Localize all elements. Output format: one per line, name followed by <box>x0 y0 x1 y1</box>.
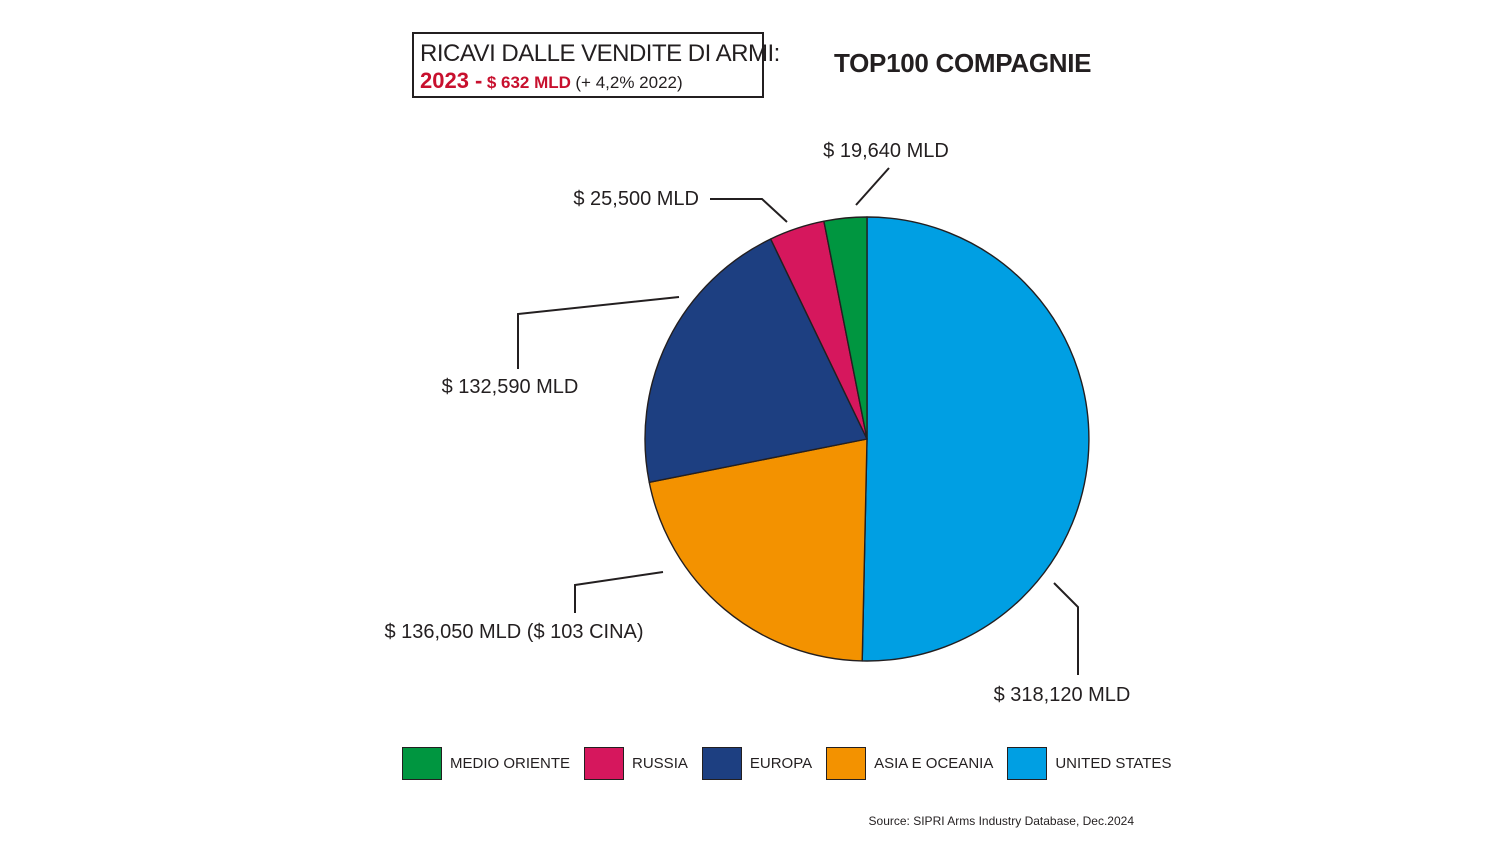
legend-item-asia-e-oceania: ASIA E OCEANIA <box>826 746 994 780</box>
legend-label: EUROPA <box>749 754 813 772</box>
summary-heading: RICAVI DALLE VENDITE DI ARMI: <box>420 40 780 67</box>
legend-swatch <box>826 746 867 780</box>
legend: MEDIO ORIENTE RUSSIA EUROPA ASIA E OCEANIA U… <box>402 745 1185 781</box>
legend-swatch <box>1007 746 1048 780</box>
summary-year: 2023 - <box>420 68 483 93</box>
source-note: Source: SIPRI Arms Industry Database, De… <box>868 814 1134 828</box>
data-label-asia-e-oceania: $ 136,050 MLD ($ 103 CINA) <box>384 621 643 643</box>
legend-swatch <box>402 746 442 780</box>
summary-box: RICAVI DALLE VENDITE DI ARMI: 2023 - $ 6… <box>412 32 780 98</box>
legend-item-medio-oriente: MEDIO ORIENTE <box>402 746 571 780</box>
legend-swatch <box>584 746 625 780</box>
pie-slice-asia-e-oceania <box>648 438 868 662</box>
legend-item-russia: RUSSIA <box>584 746 688 780</box>
summary-amount: $ 632 MLD <box>486 73 571 92</box>
legend-label: RUSSIA <box>632 754 688 772</box>
leader-line-medio-oriente <box>855 167 890 206</box>
legend-label: ASIA E OCEANIA <box>874 754 994 772</box>
data-label-russia: $ 25,500 MLD <box>573 188 699 210</box>
pie-slice-medio-oriente <box>823 216 868 440</box>
summary-change: (+ 4,2% 2022) <box>575 73 683 92</box>
legend-item-europa: EUROPA <box>701 746 813 780</box>
legend-label: UNITED STATES <box>1055 754 1172 772</box>
pie-slice-europa <box>644 238 868 484</box>
legend-item-united-states: UNITED STATES <box>1007 746 1172 780</box>
data-label-united-states: $ 318,120 MLD <box>994 684 1131 706</box>
legend-swatch <box>701 746 742 780</box>
data-label-medio-oriente: $ 19,640 MLD <box>823 140 949 162</box>
leader-line-asia-e-oceania <box>574 571 664 613</box>
legend-label: MEDIO ORIENTE <box>450 754 571 772</box>
pie-slice-united-states <box>861 216 1090 662</box>
data-label-europa: $ 132,590 MLD <box>442 376 579 398</box>
leader-line-europa <box>517 296 680 369</box>
summary-total: 2023 - $ 632 MLD (+ 4,2% 2022) <box>420 68 762 97</box>
leader-line-russia <box>710 198 788 223</box>
chart-title: TOP100 COMPAGNIE <box>834 48 1092 78</box>
leader-line-united-states <box>1053 582 1079 675</box>
